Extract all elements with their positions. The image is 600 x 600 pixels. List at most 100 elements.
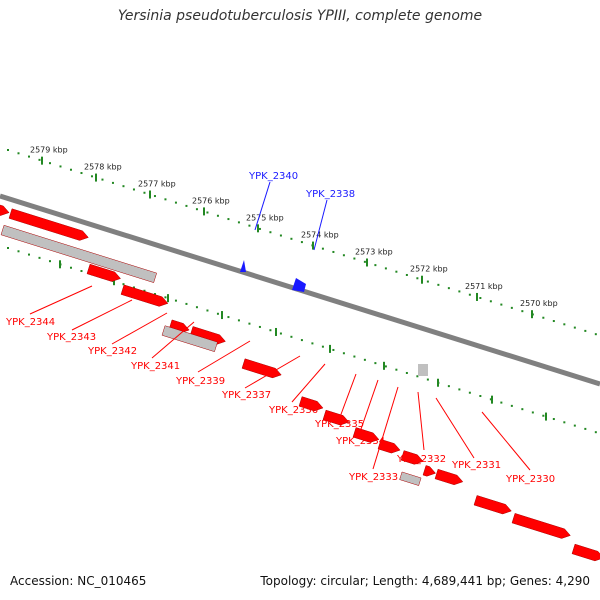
- tick-dot: [353, 355, 356, 358]
- gene-label-leader: [291, 363, 326, 403]
- tick-dot: [363, 260, 366, 263]
- gene-label-leader: [359, 379, 379, 433]
- gene-label: YPK_2338: [305, 189, 355, 200]
- tick-dot: [594, 333, 597, 336]
- tick-dot: [563, 323, 566, 326]
- tick-dot: [90, 175, 93, 178]
- gene-label: YPK_2333: [348, 472, 398, 483]
- tick-dot: [132, 286, 135, 289]
- tick-dot: [279, 332, 282, 335]
- tick-dot: [164, 198, 167, 201]
- gene-labels: YPK_2340 YPK_2338 YPK_2344 YPK_2343 YPK_2342…: [5, 171, 555, 485]
- tick-dot: [258, 227, 261, 230]
- gene-other: [161, 325, 218, 353]
- gene-label-leader: [111, 312, 168, 345]
- gene-label: YPK_2335: [314, 419, 364, 430]
- tick-dot: [395, 368, 398, 371]
- tick-dot: [48, 260, 51, 263]
- tick-dot: [7, 247, 9, 249]
- tick-dot: [342, 352, 345, 355]
- tick-dot: [332, 250, 335, 253]
- tick-dot: [468, 293, 471, 296]
- gene-reverse: [240, 260, 246, 272]
- tick-dot: [206, 309, 209, 312]
- gene-forward: [298, 396, 324, 412]
- tick-label: 2574 kbp: [301, 231, 339, 240]
- tick-dot: [489, 398, 492, 401]
- tick-dot: [174, 201, 177, 204]
- gene-forward: [86, 263, 121, 282]
- tick-dot: [342, 254, 345, 257]
- tick-dot: [290, 237, 293, 240]
- gene-label: YPK_2339: [175, 376, 225, 387]
- gene-label: YPK_2331: [451, 460, 501, 471]
- tick-dot: [69, 266, 72, 269]
- tick-dot: [248, 322, 251, 325]
- gene-forward: [8, 208, 89, 241]
- tick-dot: [132, 188, 135, 191]
- tick-dot: [332, 348, 335, 351]
- tick-dot: [563, 421, 566, 424]
- tick-dot: [258, 325, 261, 328]
- tick-dot: [300, 241, 303, 244]
- tick-label: 2577 kbp: [138, 179, 176, 188]
- tick-dot: [206, 211, 209, 214]
- tick-dot: [584, 329, 587, 332]
- tick-dot: [27, 155, 30, 158]
- tick-dot: [395, 270, 398, 273]
- tick-dot: [59, 165, 62, 168]
- tick-dot: [552, 320, 555, 323]
- tick-dot: [542, 414, 545, 417]
- tick-dot: [384, 365, 387, 368]
- tick-dot: [80, 172, 83, 175]
- tick-dot: [38, 158, 41, 161]
- tick-dot: [227, 218, 230, 221]
- tick-dot: [195, 306, 198, 309]
- tick-dot: [521, 408, 524, 411]
- tick-dot: [521, 310, 524, 313]
- tick-dot: [479, 297, 482, 300]
- gene-label: YPK_2343: [46, 332, 96, 343]
- gene-features: [0, 204, 600, 562]
- tick-dot: [426, 280, 429, 283]
- tick-dot: [447, 287, 450, 290]
- tick-dot: [531, 411, 534, 414]
- gene-forward: [511, 513, 571, 539]
- tick-dot: [374, 362, 377, 365]
- tick-dot: [374, 264, 377, 267]
- gene-label: YPK_2334: [335, 436, 385, 447]
- tick-dot: [437, 283, 440, 286]
- tick-dot: [69, 168, 72, 171]
- gene-forward: [434, 468, 464, 486]
- tick-label: 2570 kbp: [520, 299, 558, 308]
- tick-dot: [573, 424, 576, 427]
- tick-dot: [17, 152, 20, 155]
- outer-tick-track: 2579 kbp 2578 kbp 2577 kbp 2576 kbp 2575 kbp…: [7, 146, 597, 336]
- gene-label-leader: [481, 411, 531, 471]
- tick-dot: [101, 178, 104, 181]
- tick-dot: [458, 290, 461, 293]
- gene-label-leader: [313, 199, 328, 251]
- tick-dot: [573, 326, 576, 329]
- topology-text: Topology: circular; Length: 4,689,441 bp…: [260, 574, 590, 588]
- tick-dot: [248, 224, 251, 227]
- gene-label-leader: [435, 397, 475, 459]
- tick-label: 2578 kbp: [84, 163, 122, 172]
- tick-dot: [510, 404, 513, 407]
- tick-dot: [185, 204, 188, 207]
- gene-label: YPK_2342: [87, 346, 137, 357]
- gene-label-leader: [29, 285, 93, 315]
- gene-other: [399, 471, 422, 486]
- tick-dot: [353, 257, 356, 260]
- tick-label: 2573 kbp: [355, 247, 393, 256]
- gene-label: YPK_2340: [248, 171, 298, 182]
- tick-dot: [122, 283, 125, 286]
- gene-forward: [377, 439, 401, 454]
- tick-dot: [216, 312, 219, 315]
- gene-label: YPK_2330: [505, 474, 555, 485]
- tick-dot: [279, 234, 282, 237]
- tick-dot: [195, 208, 198, 211]
- gene-label: YPK_2332: [396, 454, 446, 465]
- tick-dot: [143, 191, 146, 194]
- tick-dot: [405, 273, 408, 276]
